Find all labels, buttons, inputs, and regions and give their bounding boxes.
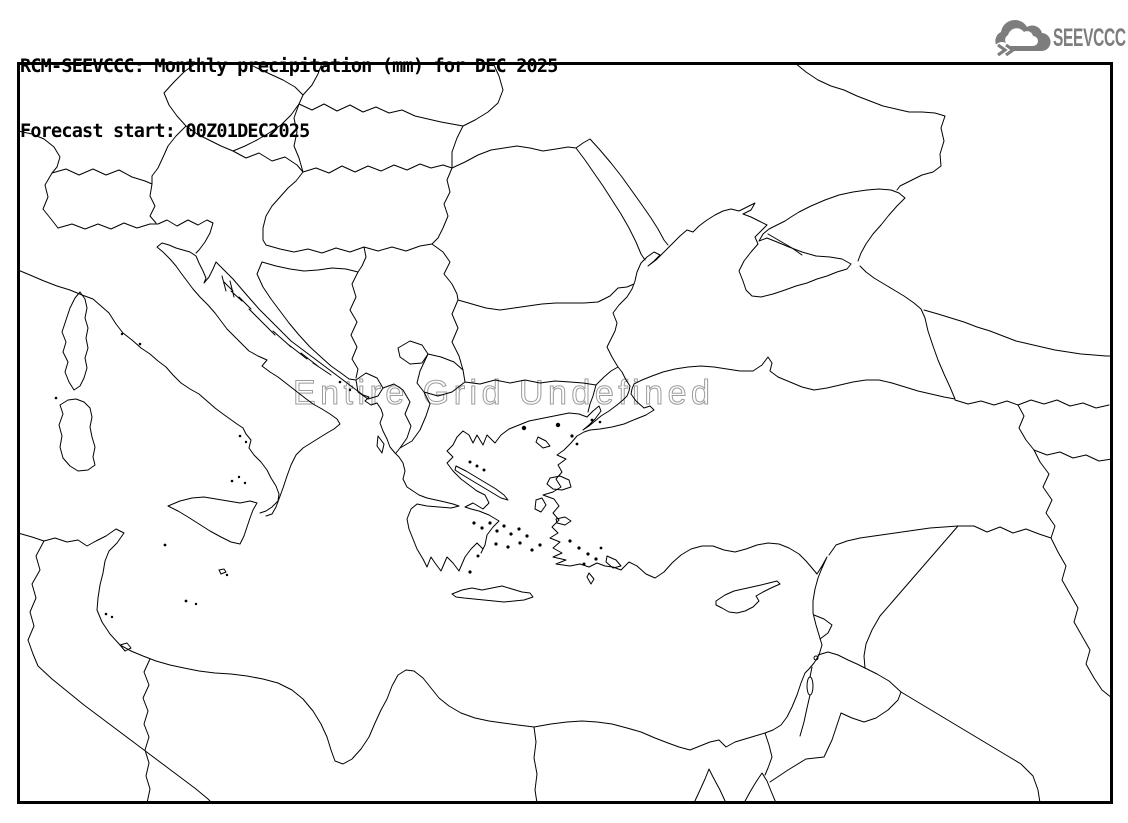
island-chios [534, 497, 547, 513]
island-euboea [454, 465, 509, 501]
coast-gulf-of-suez [693, 768, 727, 804]
title-block: RCM-SEEVCCC: Monthly precipitation (mm) … [20, 13, 558, 185]
coast-riviera-italy-west [17, 269, 280, 514]
map-frame [17, 62, 1113, 804]
small-islets [54, 332, 603, 619]
islands [58, 275, 819, 696]
island-rhodes [605, 555, 622, 569]
page-title: RCM-SEEVCCC: Monthly precipitation (mm) … [20, 56, 558, 77]
cloud-chevrons-icon [989, 16, 1051, 61]
island-sicily [167, 496, 258, 545]
island-malta [218, 568, 227, 575]
island-crete [451, 585, 534, 603]
grid-undefined-watermark: Entire Grid Undefined [293, 374, 714, 412]
island-djerba [119, 642, 132, 652]
arabat-spit [767, 233, 803, 256]
country-borders [17, 62, 1113, 804]
coast-gulf-of-aqaba [743, 772, 777, 804]
coast-adriatic-europe-blacksea [156, 188, 906, 572]
island-corsica [61, 291, 89, 391]
island-karpathos [586, 572, 595, 585]
island-corfu [376, 435, 385, 454]
croatian-islands [221, 275, 332, 376]
sea-of-galilee [813, 655, 819, 661]
forecast-start-subtitle: Forecast start: 00Z01DEC2025 [20, 120, 310, 142]
seevccc-logo: SEEVCCC [989, 16, 1126, 61]
island-samos [555, 516, 572, 526]
dead-sea [806, 676, 814, 696]
island-sardinia [58, 398, 96, 472]
island-cyprus [715, 580, 781, 614]
coast-asia-africa [17, 265, 956, 765]
coastlines [17, 188, 956, 804]
island-limnos [535, 436, 551, 449]
island-lesbos [546, 475, 572, 491]
